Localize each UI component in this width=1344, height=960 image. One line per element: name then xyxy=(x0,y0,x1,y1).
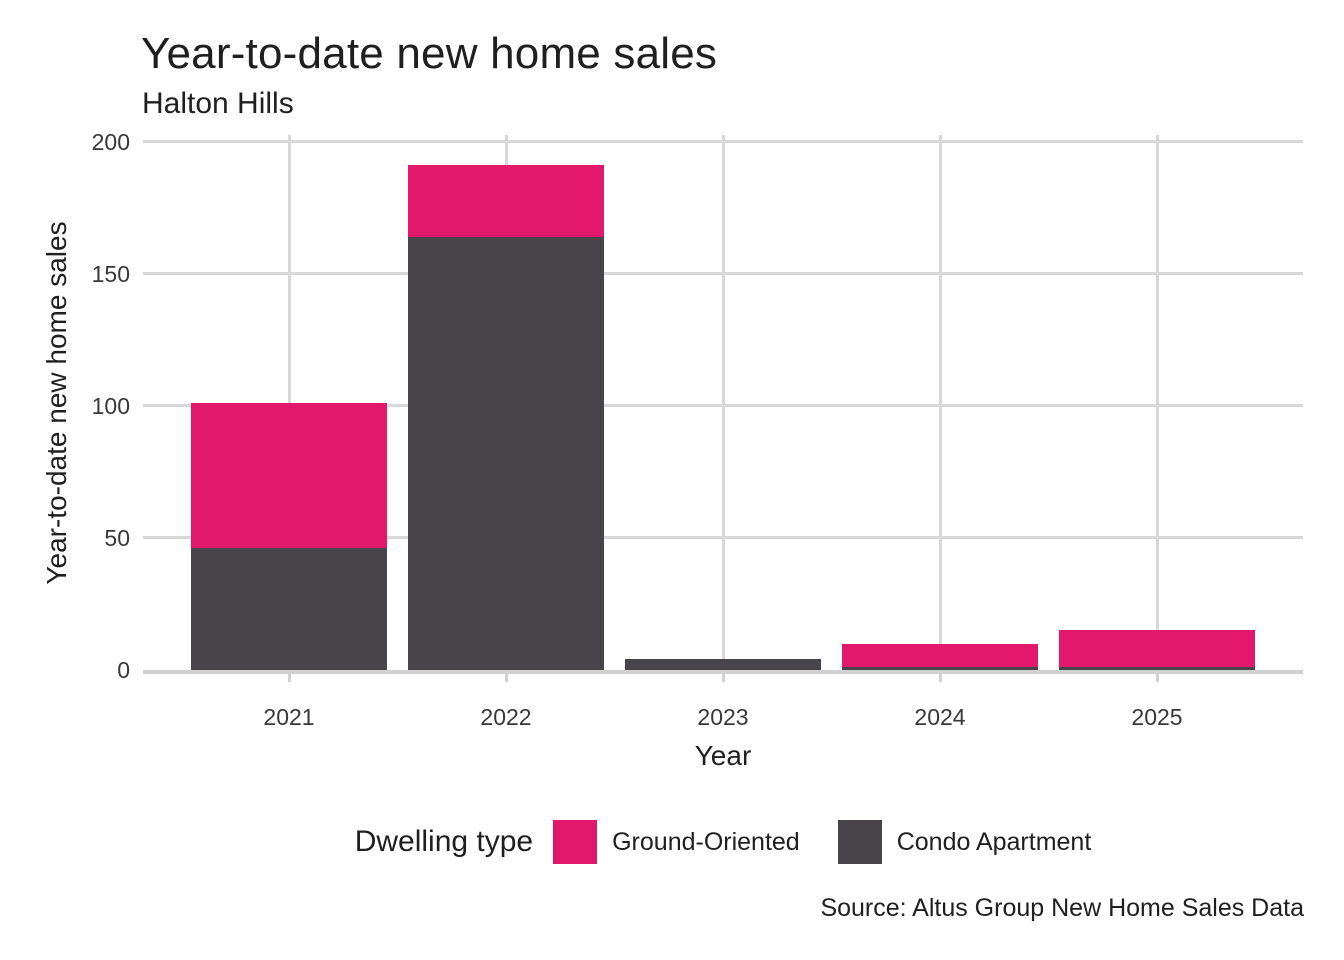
y-tick-label: 200 xyxy=(91,128,130,155)
gridline-vertical xyxy=(721,135,725,670)
x-tick-label: 2022 xyxy=(480,704,532,730)
bar-segment-condo-apartment xyxy=(842,667,1038,670)
x-tick-mark xyxy=(287,674,291,682)
x-tick-label: 2021 xyxy=(263,704,315,730)
plot-panel xyxy=(143,135,1303,674)
legend-swatch-condo-apartment xyxy=(837,820,882,864)
gridline-vertical xyxy=(287,135,291,670)
x-tick-mark xyxy=(1155,674,1159,682)
x-tick-label: 2025 xyxy=(1131,704,1183,730)
bar-segment-ground-oriented xyxy=(408,165,604,237)
chart-subtitle: Halton Hills xyxy=(142,87,294,120)
chart-title: Year-to-date new home sales xyxy=(141,29,718,78)
legend-label-condo-apartment: Condo Apartment xyxy=(896,827,1092,856)
bar-segment-condo-apartment xyxy=(191,548,387,670)
legend: Dwelling type Ground-Oriented Condo Apar… xyxy=(143,814,1303,870)
bar-segment-ground-oriented xyxy=(191,403,387,549)
legend-label-ground-oriented: Ground-Oriented xyxy=(612,827,800,856)
x-tick-mark xyxy=(721,674,725,682)
x-tick-label: 2024 xyxy=(914,704,966,730)
source-note: Source: Altus Group New Home Sales Data xyxy=(820,894,1304,922)
legend-title: Dwelling type xyxy=(354,825,534,858)
gridline-vertical xyxy=(938,135,942,670)
bar-segment-condo-apartment xyxy=(1059,667,1255,670)
bar-segment-condo-apartment xyxy=(408,236,604,670)
y-tick-label: 0 xyxy=(117,657,130,683)
x-tick-mark xyxy=(938,674,942,682)
legend-swatch-ground-oriented xyxy=(553,820,598,864)
bar-segment-condo-apartment xyxy=(625,659,821,670)
x-tick-label: 2023 xyxy=(697,704,749,730)
gridline-vertical xyxy=(1155,135,1159,670)
x-axis-line xyxy=(143,670,1303,674)
x-axis-title: Year xyxy=(694,740,752,771)
x-tick-mark xyxy=(504,674,508,682)
y-axis-title: Year-to-date new home sales xyxy=(41,221,72,585)
bar-segment-ground-oriented xyxy=(1059,630,1255,668)
bar-segment-ground-oriented xyxy=(842,643,1038,668)
